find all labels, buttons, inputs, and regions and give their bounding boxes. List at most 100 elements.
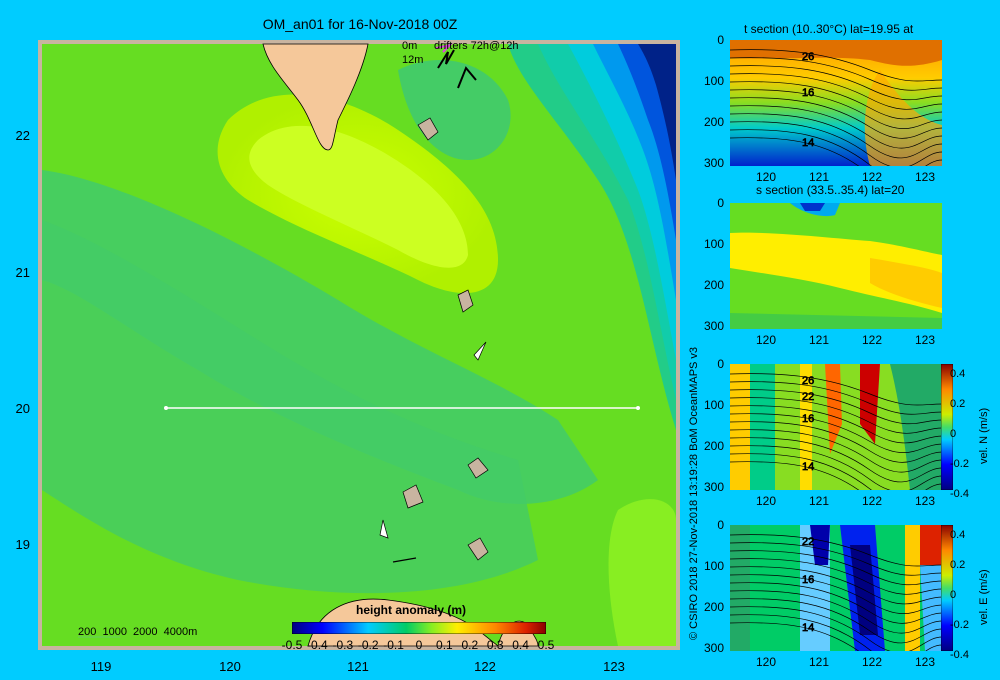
lat-tick-label: 20 — [15, 401, 30, 416]
vel-colorbar-tick: 0.4 — [950, 529, 966, 541]
panel-lon-tick: 120 — [755, 333, 777, 347]
isotherm-line — [730, 405, 942, 444]
isotherm-line — [730, 73, 942, 110]
isotherm-line — [730, 113, 942, 159]
isotherm-line — [730, 373, 942, 406]
lon-tick-label: 122 — [474, 659, 496, 674]
map-title: OM_an01 for 16-Nov-2018 00Z — [262, 16, 458, 32]
isotherm-line — [730, 453, 942, 490]
contour-label: 14 — [802, 137, 814, 149]
drifters-12m-label: 12m — [402, 54, 424, 66]
panel-depth-tick: 100 — [703, 74, 724, 88]
isotherm-line — [730, 389, 942, 425]
isotherm-line — [730, 598, 942, 644]
panel-lon-tick: 122 — [861, 494, 883, 508]
panel-depth-tick: 100 — [703, 398, 724, 412]
contour-label: 16 — [802, 413, 814, 425]
isotherm-line — [730, 381, 942, 415]
isotherm-line — [730, 121, 942, 166]
contour-label: 26 — [802, 51, 814, 63]
colorbar-title: height anomaly (m) — [356, 603, 467, 617]
panel-lon-tick: 123 — [914, 170, 936, 184]
t-section-panel: 26 16 14 — [730, 40, 942, 166]
colorbar-tick-label: 0 — [415, 638, 423, 652]
isotherm-line — [730, 81, 942, 120]
panel-depth-tick: 100 — [703, 559, 724, 573]
contour-label: 26 — [802, 375, 814, 387]
isotherm-line — [730, 49, 942, 82]
panel-depth-tick: 100 — [703, 237, 724, 251]
panel-lon-tick: 121 — [808, 494, 830, 508]
panel-lon-tick: 122 — [861, 170, 883, 184]
drifter-12m-track — [437, 49, 455, 69]
colorbar-tick-label: -0.3 — [332, 638, 354, 652]
height-colorbar — [292, 622, 546, 634]
isotherm-line — [730, 429, 942, 473]
colorbar-tick-label: -0.1 — [383, 638, 404, 652]
vel-colorbar-tick: -0.4 — [950, 488, 969, 500]
colorbar-tick-label: -0.4 — [307, 638, 328, 652]
isotherm-line — [730, 614, 942, 651]
vel-e-colorbar — [941, 525, 953, 651]
panel-depth-tick: 200 — [703, 115, 724, 129]
vel-colorbar-tick: -0.2 — [950, 619, 969, 631]
panel-lon-tick: 122 — [861, 333, 883, 347]
isotherm-line — [730, 606, 942, 651]
panel-lon-tick: 121 — [808, 333, 830, 347]
t-section-title: t section (10..30°C) lat=19.95 at — [744, 22, 914, 36]
isotherm-line — [730, 105, 942, 149]
vel-colorbar-tick: 0.2 — [950, 398, 966, 410]
taiwan-land — [262, 43, 369, 151]
isotherm-line — [730, 397, 942, 434]
panel-lon-tick: 121 — [808, 170, 830, 184]
lon-tick-label: 123 — [603, 659, 625, 674]
isotherm-line — [730, 566, 942, 605]
isotherm-line — [730, 65, 942, 101]
vel-colorbar-tick: 0 — [950, 589, 957, 601]
lon-tick-label: 119 — [90, 659, 112, 674]
vel-n-colorbar — [941, 364, 953, 490]
panel-depth-tick: 0 — [717, 518, 724, 532]
isotherm-line — [730, 445, 942, 490]
isotherm-line — [730, 622, 860, 651]
s-section-title: s section (33.5..35.4) lat=20 — [756, 183, 905, 197]
vel-colorbar-tick: -0.4 — [950, 649, 969, 661]
colorbar-tick-label: -0.5 — [281, 638, 303, 652]
contour-label: 14 — [802, 461, 814, 473]
vel-colorbar-tick: 0 — [950, 428, 957, 440]
isotherm-line — [730, 129, 942, 166]
drifters-label: drifters 72h@12h — [434, 40, 519, 52]
lon-tick-label: 120 — [219, 659, 241, 674]
isotherm-line — [730, 57, 942, 91]
colorbar-tick-label: 0.1 — [436, 638, 453, 652]
panel-depth-tick: 200 — [703, 439, 724, 453]
drifter-0m-track — [435, 43, 454, 53]
vel-colorbar-tick: -0.2 — [950, 458, 969, 470]
vel-n-panel: 26 22 16 14 — [730, 364, 942, 490]
panel-depth-tick: 0 — [717, 196, 724, 210]
isotherm-line — [730, 421, 942, 463]
vel-colorbar-tick: 0.4 — [950, 368, 966, 380]
panel-depth-tick: 200 — [703, 278, 724, 292]
panel-depth-tick: 0 — [717, 33, 724, 47]
panel-lon-tick: 120 — [755, 655, 777, 669]
panel-depth-tick: 300 — [703, 319, 724, 333]
isotherm-line — [730, 582, 942, 624]
panel-depth-tick: 0 — [717, 357, 724, 371]
isotherm-line — [730, 461, 860, 490]
colorbar-tick-label: 0.2 — [461, 638, 479, 652]
isotherm-line — [730, 97, 942, 139]
contour-label: 22 — [802, 391, 814, 403]
vel-e-label: vel. E (m/s) — [978, 569, 990, 625]
isotherm-line — [730, 437, 942, 483]
panel-lon-tick: 120 — [755, 494, 777, 508]
colorbar-tick-label: 0.4 — [512, 638, 529, 652]
isotherm-line — [730, 137, 860, 166]
isotherm-line — [730, 542, 942, 576]
panel-lon-tick: 121 — [808, 655, 830, 669]
panel-lon-tick: 123 — [914, 494, 936, 508]
depth-legend: 200 1000 2000 4000m — [78, 626, 198, 638]
panel-lon-tick: 120 — [755, 170, 777, 184]
panel-lon-tick: 122 — [861, 655, 883, 669]
vel-colorbar-tick: 0.2 — [950, 559, 966, 571]
